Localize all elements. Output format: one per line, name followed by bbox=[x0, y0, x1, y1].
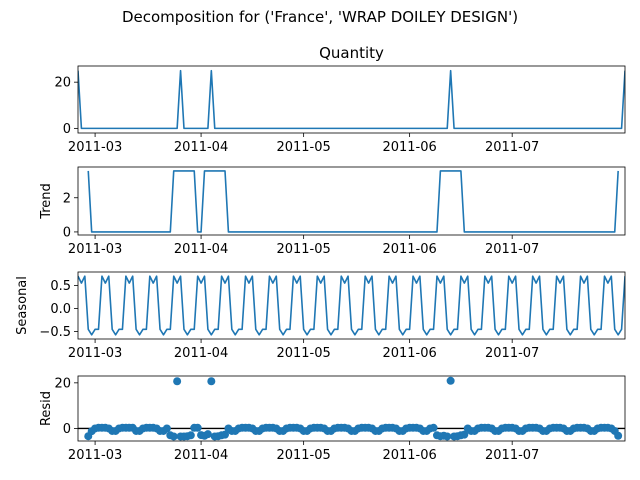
resid-point bbox=[429, 423, 438, 432]
resid-point bbox=[221, 430, 230, 439]
x-tick-label: 2011-06 bbox=[382, 140, 436, 155]
resid-point bbox=[207, 377, 216, 386]
y-tick-label: 0 bbox=[63, 122, 71, 137]
series-line bbox=[78, 275, 625, 336]
x-tick-label: 2011-05 bbox=[276, 448, 330, 463]
x-tick-label: 2011-04 bbox=[174, 346, 228, 361]
x-tick-label: 2011-04 bbox=[174, 242, 228, 257]
x-tick-label: 2011-04 bbox=[174, 448, 228, 463]
y-tick-label: 0 bbox=[63, 225, 71, 240]
resid-point bbox=[162, 424, 171, 433]
plot-area bbox=[78, 275, 625, 336]
resid-point bbox=[614, 431, 623, 440]
x-tick-label: 2011-07 bbox=[485, 346, 539, 361]
resid-point bbox=[186, 431, 195, 440]
y-tick-label: 0.5 bbox=[50, 279, 71, 294]
x-tick-label: 2011-03 bbox=[68, 448, 122, 463]
axes-frame bbox=[77, 166, 626, 236]
resid-point bbox=[460, 430, 469, 439]
x-tick-label: 2011-06 bbox=[382, 242, 436, 257]
subplot-1: 2011-03 2011-04 2011-05 2011-06 2011-07 0 20 Qu… bbox=[54, 44, 626, 155]
plot-area bbox=[78, 376, 625, 441]
x-tick-label: 2011-05 bbox=[276, 346, 330, 361]
x-tick-label: 2011-03 bbox=[68, 242, 122, 257]
y-axis-label: Resid bbox=[39, 391, 54, 426]
y-tick-label: 2 bbox=[63, 191, 71, 206]
y-axis-label: Trend bbox=[39, 183, 54, 220]
x-tick-label: 2011-07 bbox=[485, 140, 539, 155]
resid-point bbox=[443, 432, 452, 441]
series-line bbox=[78, 69, 625, 130]
resid-point bbox=[203, 430, 212, 439]
axes-frame bbox=[77, 271, 626, 340]
x-tick-label: 2011-07 bbox=[485, 242, 539, 257]
plot-area bbox=[87, 170, 619, 233]
subplots: 2011-03 2011-04 2011-05 2011-06 2011-07020Qu… bbox=[15, 44, 626, 463]
x-tick-label: 2011-07 bbox=[485, 448, 539, 463]
y-tick-label: 0 bbox=[63, 422, 71, 437]
y-tick-label: −0.5 bbox=[39, 325, 71, 340]
y-tick-label: 20 bbox=[54, 76, 71, 91]
subplot-title: Quantity bbox=[319, 44, 384, 62]
resid-point bbox=[446, 376, 455, 385]
x-tick-label: 2011-06 bbox=[382, 346, 436, 361]
resid-point bbox=[173, 377, 182, 386]
x-tick-label: 2011-06 bbox=[382, 448, 436, 463]
subplot-2: 2011-03 2011-04 2011-05 2011-06 2011-07 0 2 Tre… bbox=[39, 166, 626, 257]
x-tick-label: 2011-05 bbox=[276, 242, 330, 257]
y-axis-label: Seasonal bbox=[15, 276, 30, 335]
axes-frame bbox=[77, 65, 626, 134]
x-tick-label: 2011-03 bbox=[68, 140, 122, 155]
x-tick-label: 2011-04 bbox=[174, 140, 228, 155]
x-tick-label: 2011-05 bbox=[276, 140, 330, 155]
plot-area bbox=[78, 69, 625, 130]
x-tick-label: 2011-03 bbox=[68, 346, 122, 361]
series-line bbox=[87, 170, 619, 233]
axes-frame bbox=[77, 375, 626, 442]
subplot-3: 2011-03 2011-04 2011-05 2011-06 2011-07 0.5 0.… bbox=[15, 271, 626, 361]
figure-suptitle: Decomposition for ('France', 'WRAP DOILE… bbox=[122, 8, 518, 26]
resid-point bbox=[169, 432, 178, 441]
resid-point bbox=[193, 423, 202, 432]
y-tick-label: 20 bbox=[54, 376, 71, 391]
subplot-4: 2011-03 2011-04 2011-05 2011-06 2011-07 0 20Re… bbox=[39, 375, 626, 463]
y-tick-label: 0.0 bbox=[50, 302, 71, 317]
